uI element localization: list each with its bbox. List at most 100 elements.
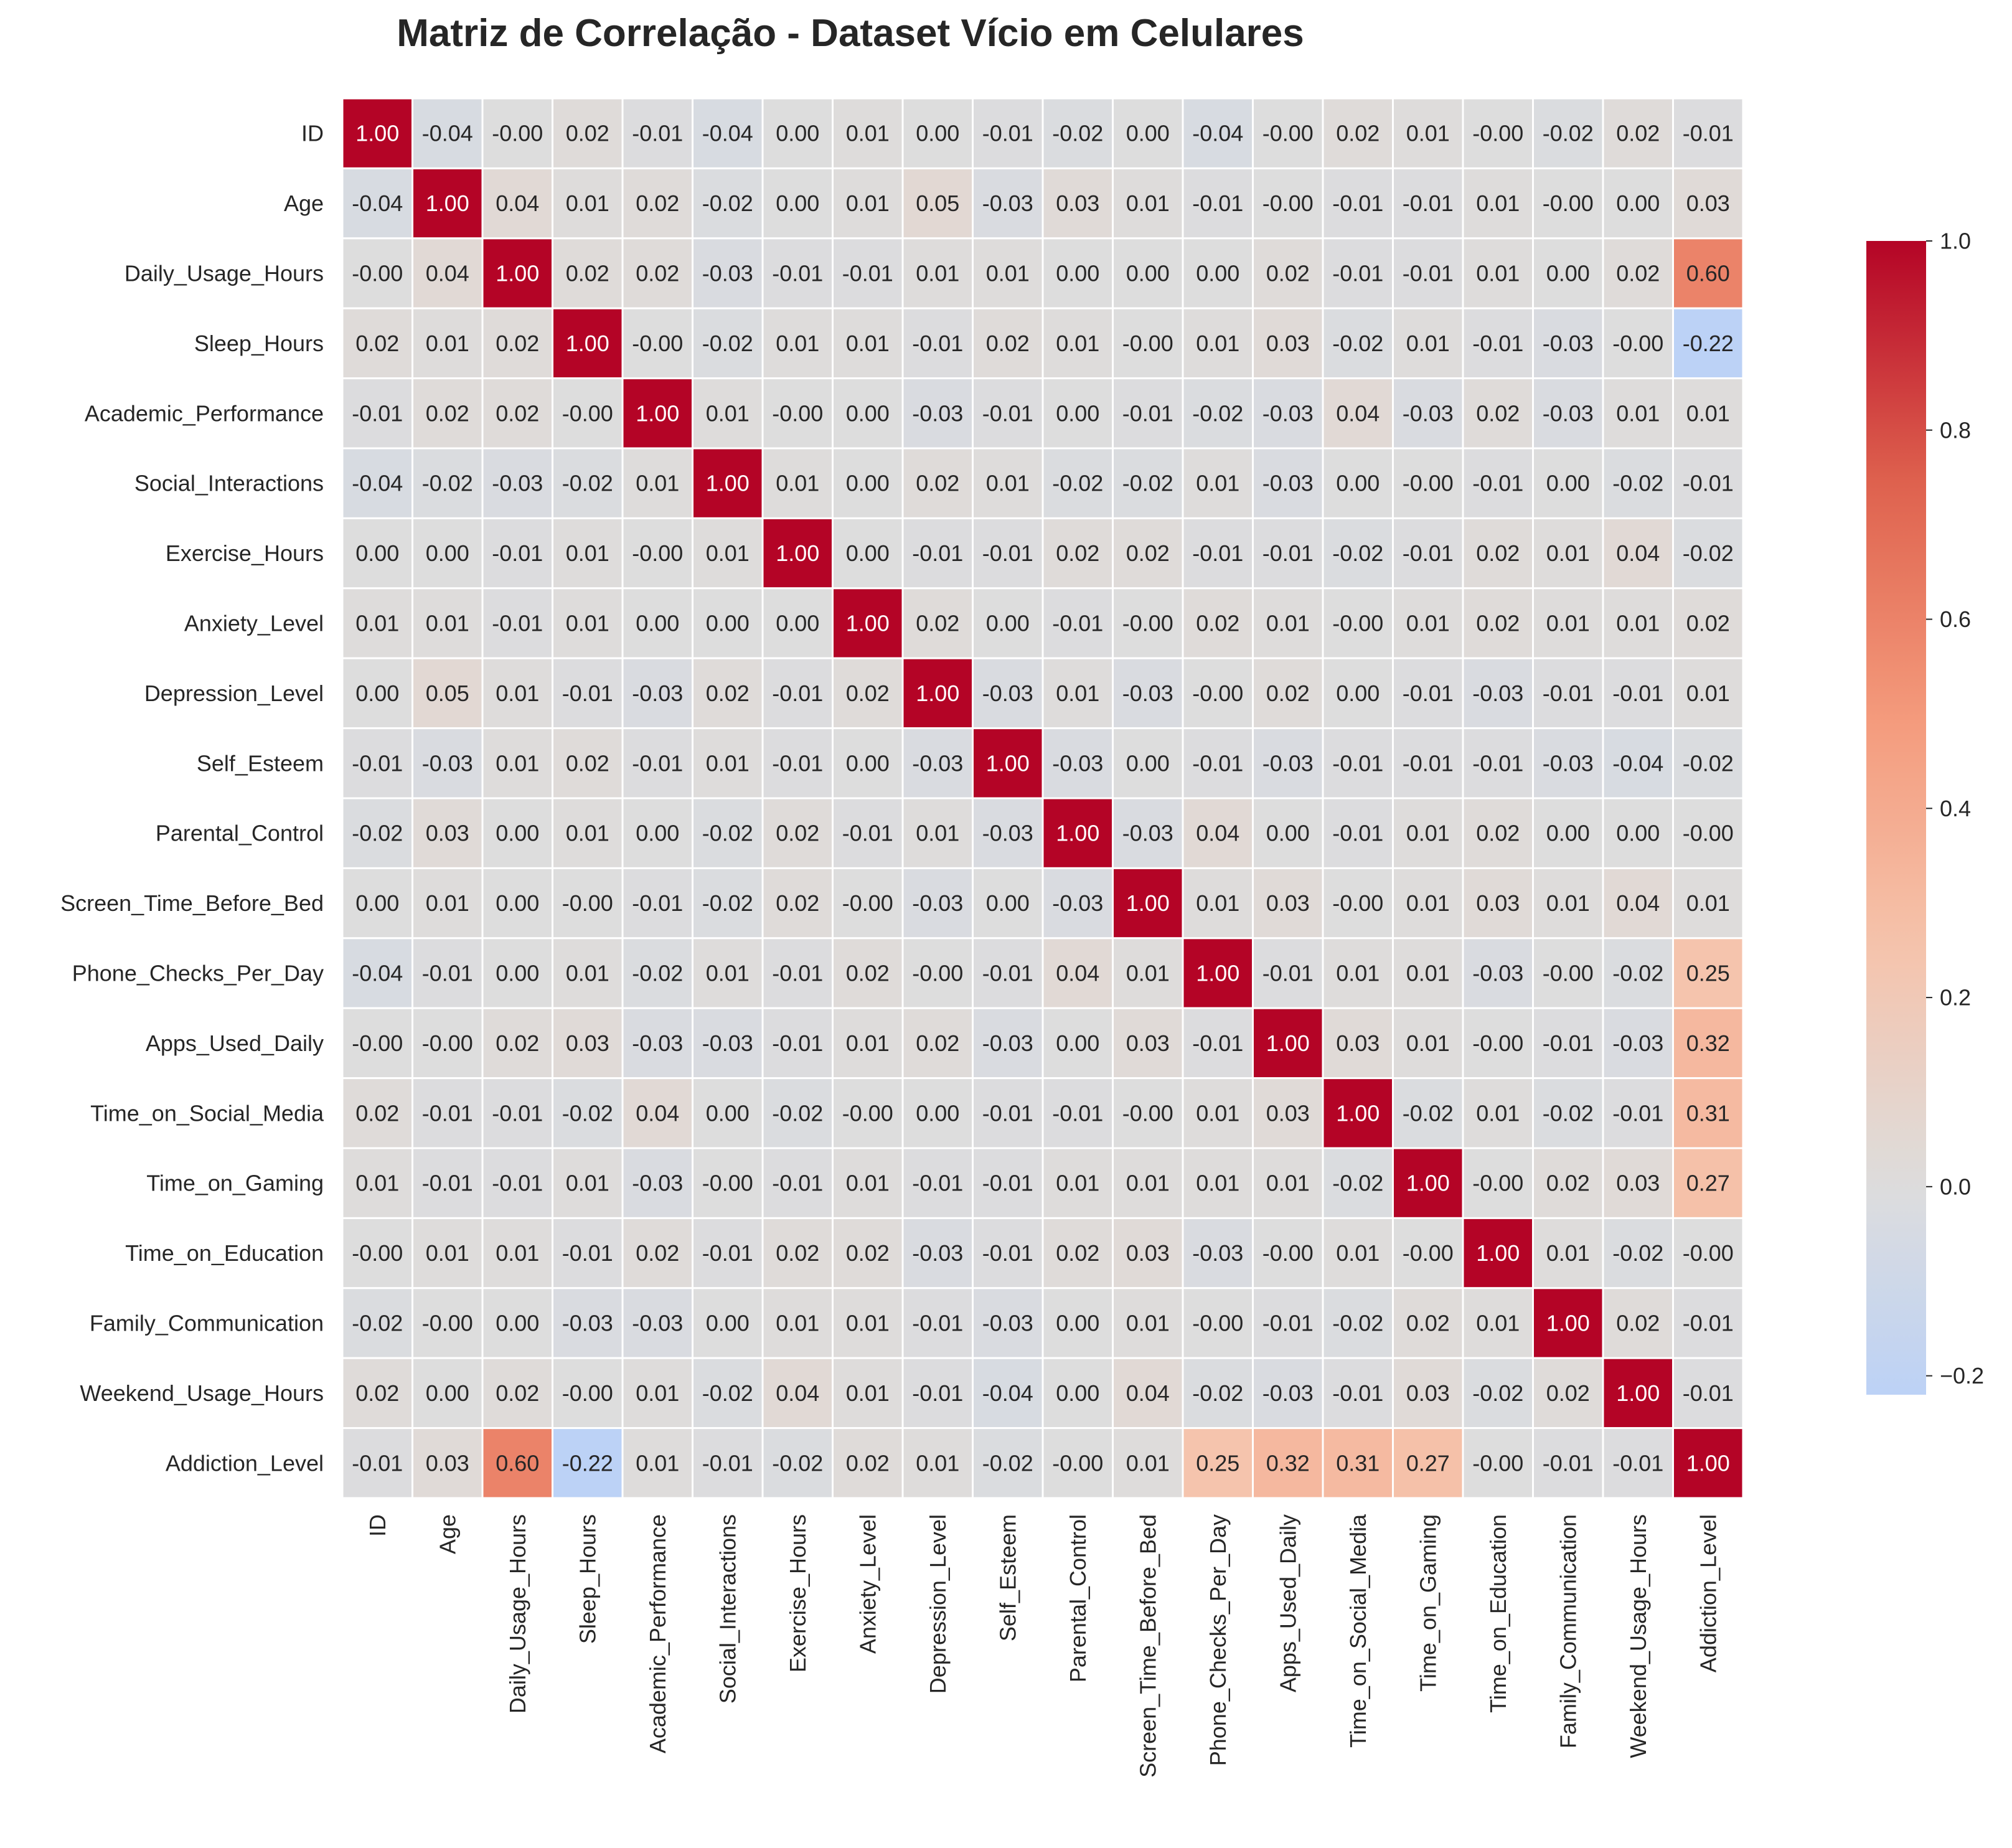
cell-value-label: 1.00 xyxy=(776,540,819,566)
cell-value-label: 0.02 xyxy=(916,471,959,496)
chart-title: Matriz de Correlação - Dataset Vício em … xyxy=(397,12,1304,55)
cell-value-label: 0.01 xyxy=(1126,1171,1170,1196)
cell-value-label: -0.00 xyxy=(1332,890,1383,916)
cell-value-label: 0.02 xyxy=(1126,540,1170,566)
heatmap-cell xyxy=(1462,377,1534,450)
heatmap-cell xyxy=(901,1427,974,1499)
cell-value-label: -0.03 xyxy=(982,191,1033,216)
cell-value-label: -0.02 xyxy=(1192,400,1243,426)
cell-value-label: 0.01 xyxy=(426,1240,469,1266)
cell-value-label: 0.01 xyxy=(986,471,1030,496)
cell-value-label: 0.00 xyxy=(1266,821,1310,846)
heatmap-cell xyxy=(832,377,904,450)
heatmap-cell xyxy=(1392,1217,1464,1289)
cell-value-label: 0.00 xyxy=(776,611,819,636)
heatmap-cell xyxy=(341,307,413,380)
cell-value-label: -0.00 xyxy=(1543,961,1594,986)
cell-value-label: 0.00 xyxy=(776,121,819,146)
cell-value-label: -0.01 xyxy=(1612,681,1663,706)
cell-value-label: 0.00 xyxy=(1336,681,1380,706)
heatmap-cell xyxy=(1112,97,1184,169)
cell-value-label: -0.00 xyxy=(1683,821,1734,846)
cell-value-label: 0.01 xyxy=(1476,191,1520,216)
cell-value-label: 0.01 xyxy=(1616,400,1660,426)
cell-value-label: -0.03 xyxy=(562,1311,613,1336)
cell-value-label: 0.01 xyxy=(706,750,750,776)
heatmap-cell xyxy=(1672,1007,1744,1080)
heatmap-cell xyxy=(411,657,484,730)
cell-value-label: -0.03 xyxy=(1052,750,1103,776)
cell-value-label: 0.01 xyxy=(916,1450,959,1476)
cell-value-label: -0.03 xyxy=(1122,681,1173,706)
heatmap-cell xyxy=(1041,727,1114,799)
heatmap-cell xyxy=(341,377,413,450)
heatmap-cell xyxy=(761,937,834,1009)
cell-value-label: 0.02 xyxy=(496,1030,539,1056)
cell-value-label: 0.01 xyxy=(566,1171,609,1196)
cell-value-label: 0.01 xyxy=(1406,1030,1450,1056)
y-tick-label: Screen_Time_Before_Bed xyxy=(60,890,324,916)
cell-value-label: 0.03 xyxy=(1336,1030,1380,1056)
heatmap-cell xyxy=(1392,167,1464,240)
cell-value-label: 0.05 xyxy=(426,681,469,706)
heatmap-cell xyxy=(481,1007,553,1080)
cell-value-label: -0.01 xyxy=(1403,540,1454,566)
cell-value-label: 0.02 xyxy=(496,1380,539,1406)
heatmap-cell xyxy=(1041,587,1114,659)
cell-value-label: -0.02 xyxy=(702,821,753,846)
heatmap-cell xyxy=(411,1427,484,1499)
heatmap-cell xyxy=(1252,867,1324,940)
cell-value-label: 0.04 xyxy=(426,261,469,286)
heatmap-cell xyxy=(692,517,764,590)
heatmap-cell xyxy=(1532,797,1604,869)
heatmap-cell xyxy=(1252,1147,1324,1219)
x-tick-label: Parental_Control xyxy=(1065,1514,1091,1682)
cell-value-label: 0.01 xyxy=(1686,890,1730,916)
cell-value-label: -0.00 xyxy=(1262,191,1314,216)
heatmap-cell xyxy=(621,447,693,519)
cell-value-label: 0.01 xyxy=(1196,1100,1239,1126)
colorbar-tick-label: 0.4 xyxy=(1940,796,1971,821)
heatmap-cell xyxy=(621,1147,693,1219)
heatmap-cell xyxy=(901,1007,974,1080)
cell-value-label: -0.01 xyxy=(352,750,403,776)
heatmap-cell xyxy=(341,97,413,169)
cell-value-label: 0.04 xyxy=(496,191,539,216)
heatmap-cell xyxy=(1112,1427,1184,1499)
heatmap-cell xyxy=(1112,797,1184,869)
colorbar-tick-label: 1.0 xyxy=(1940,229,1971,254)
x-tick-label: Age xyxy=(435,1514,460,1554)
heatmap-cell xyxy=(1392,237,1464,309)
cell-value-label: -0.00 xyxy=(492,121,543,146)
heatmap-cell xyxy=(1322,1147,1394,1219)
heatmap-cell xyxy=(341,1427,413,1499)
cell-value-label: -0.01 xyxy=(492,540,543,566)
heatmap-cell-labels: 1.00 -0.04 -0.00 0.02 -0.01 -0.04 0.00 0.01 0.00… xyxy=(352,121,1734,1476)
cell-value-label: -0.01 xyxy=(1262,540,1314,566)
cell-value-label: -0.00 xyxy=(1122,331,1173,356)
cell-value-label: 0.04 xyxy=(1616,890,1660,916)
heatmap-cell xyxy=(692,797,764,869)
cell-value-label: -0.01 xyxy=(1683,1380,1734,1406)
heatmap-cell xyxy=(1041,937,1114,1009)
cell-value-label: -0.01 xyxy=(912,1311,963,1336)
cell-value-label: -0.00 xyxy=(562,890,613,916)
heatmap-cell xyxy=(1252,517,1324,590)
cell-value-label: 0.00 xyxy=(496,821,539,846)
cell-value-label: -0.02 xyxy=(1472,1380,1523,1406)
cell-value-label: -0.22 xyxy=(562,1450,613,1476)
cell-value-label: 0.00 xyxy=(846,400,890,426)
heatmap-cell xyxy=(1462,937,1534,1009)
cell-value-label: -0.00 xyxy=(1543,191,1594,216)
cell-value-label: -0.00 xyxy=(352,1030,403,1056)
heatmap-cell xyxy=(1112,1287,1184,1359)
cell-value-label: -0.04 xyxy=(352,471,403,496)
cell-value-label: 0.00 xyxy=(916,1100,959,1126)
cell-value-label: -0.01 xyxy=(1403,191,1454,216)
heatmap-cell xyxy=(832,867,904,940)
cell-value-label: 0.03 xyxy=(1616,1171,1660,1196)
cell-value-label: -0.00 xyxy=(562,400,613,426)
cell-value-label: 0.27 xyxy=(1686,1171,1730,1196)
heatmap-cell xyxy=(1322,867,1394,940)
cell-value-label: -0.01 xyxy=(1332,750,1383,776)
